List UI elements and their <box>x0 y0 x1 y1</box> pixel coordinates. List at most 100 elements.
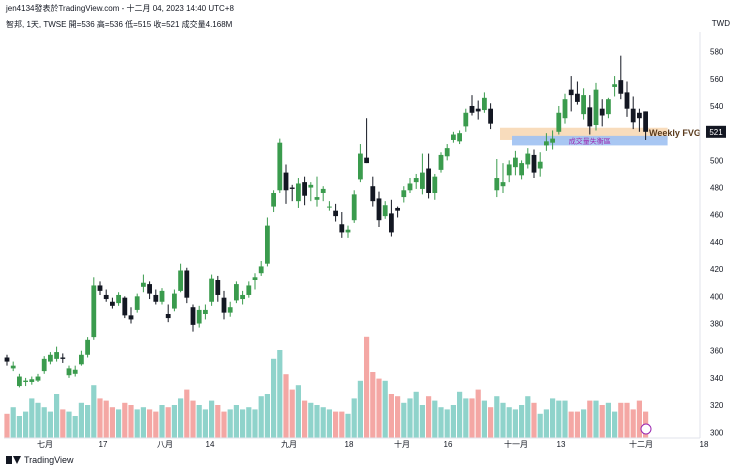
candle-body <box>370 186 376 202</box>
y-tick-label: 500 <box>710 156 724 165</box>
candle-body <box>97 285 103 291</box>
candle-body <box>612 84 617 87</box>
volume-bar <box>543 409 549 438</box>
volume-bar <box>227 409 233 438</box>
candle-body <box>469 105 475 113</box>
volume-bar <box>134 409 140 438</box>
candle-body <box>23 380 28 382</box>
candle-body <box>141 282 146 287</box>
candle-body <box>240 294 245 300</box>
candle-body <box>444 148 450 157</box>
volume-bar <box>29 398 35 438</box>
candle-body <box>252 277 258 281</box>
volume-bar <box>326 409 332 438</box>
candle-body <box>345 229 351 233</box>
candle-body <box>389 213 394 233</box>
volume-bar <box>295 385 301 438</box>
candle-body <box>289 187 295 189</box>
volume-bar <box>469 398 475 438</box>
volume-bar <box>171 405 177 438</box>
volume-bar <box>35 402 41 438</box>
candle-body <box>643 111 648 132</box>
volume-bar <box>419 405 425 438</box>
candle-body <box>54 352 59 359</box>
volume-gap-label: 成交量失衡區 <box>569 137 611 146</box>
volume-bar <box>401 402 407 438</box>
volume-bar <box>413 391 419 438</box>
candle-body <box>438 154 444 170</box>
volume-bar <box>351 398 357 438</box>
volume-bar <box>407 398 413 438</box>
volume-bar <box>271 358 277 438</box>
candle-body <box>128 315 134 320</box>
candle-body <box>314 197 320 200</box>
candle-body <box>153 294 159 302</box>
last-price-label: 521 <box>709 128 723 137</box>
candle-body <box>103 294 109 300</box>
candle-body <box>544 141 549 146</box>
y-tick-label: 580 <box>710 48 724 57</box>
y-tick-label: 400 <box>710 292 724 301</box>
volume-bar <box>116 409 122 438</box>
volume-bar <box>506 407 512 438</box>
volume-bar <box>196 405 202 438</box>
candle-body <box>599 108 605 116</box>
last-price-tag <box>706 125 726 138</box>
volume-bar <box>54 394 60 438</box>
axes: 3003203403603804004204404604805005205405… <box>4 32 726 449</box>
volume-bar <box>512 409 518 438</box>
volume-bar <box>41 407 47 438</box>
volume-bar <box>531 402 537 438</box>
volume-bar <box>624 402 630 438</box>
volume-bar <box>636 400 642 438</box>
volume-bar <box>128 405 134 438</box>
volume-bar <box>438 407 444 438</box>
chart-attribution: jen4134發表於TradingView.com - 十二月 04, 2023… <box>6 4 234 13</box>
volume-bar <box>91 385 97 438</box>
volume-bar <box>320 407 326 438</box>
volume-bar <box>103 400 109 438</box>
x-tick-label: 16 <box>444 440 453 449</box>
x-tick-label: 八月 <box>157 440 173 449</box>
weekly-fvg-label: Weekly FVG <box>649 128 701 138</box>
candle-body <box>10 365 16 369</box>
candle-body <box>525 153 531 165</box>
candle-body <box>358 153 363 180</box>
volume-bar <box>66 411 72 438</box>
candle-body <box>29 379 35 382</box>
y-tick-label: 440 <box>710 238 724 247</box>
volume-bar <box>97 398 103 438</box>
volume-bar <box>537 413 543 438</box>
volume-bar <box>599 405 605 438</box>
volume-bar <box>109 407 115 438</box>
zones: Weekly FVG 成交量失衡區 <box>500 127 701 146</box>
candle-body <box>283 172 289 191</box>
volume-bar <box>314 405 320 438</box>
candle-body <box>550 138 555 143</box>
candle-body <box>581 95 586 115</box>
candle-body <box>637 112 642 119</box>
x-tick-label: 13 <box>557 440 566 449</box>
candle-body <box>451 134 456 140</box>
volume-bar <box>457 391 463 438</box>
candle-body <box>116 294 121 304</box>
volume-bar <box>388 394 394 438</box>
candle-body <box>79 354 84 365</box>
volume-bar <box>432 400 438 438</box>
volume-bar <box>593 400 599 438</box>
candle-body <box>277 142 283 191</box>
candle-body <box>382 205 388 217</box>
volume-bar <box>345 413 351 438</box>
currency-label: TWD <box>711 19 730 28</box>
volume-bar <box>519 405 525 438</box>
volume-bar <box>122 402 128 438</box>
y-tick-label: 300 <box>710 428 724 437</box>
candle-body <box>624 92 630 109</box>
volume-bar <box>308 402 314 438</box>
candle-body <box>432 176 438 193</box>
volume-bar <box>612 411 618 438</box>
volume-bar <box>47 411 53 438</box>
candle-body <box>258 266 264 274</box>
y-tick-label: 480 <box>710 184 724 193</box>
